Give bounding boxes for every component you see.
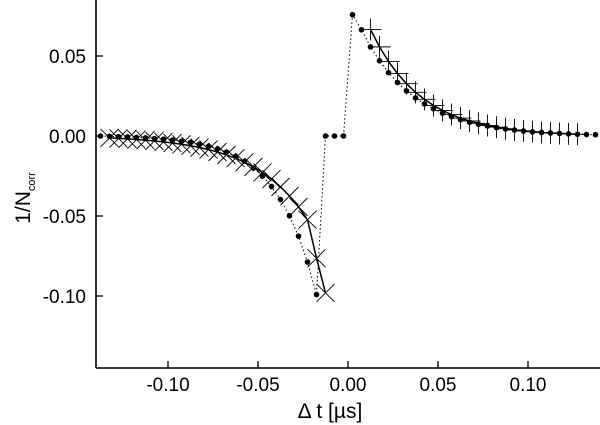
data-point xyxy=(178,138,185,144)
fit-marker-x xyxy=(289,197,308,217)
data-point xyxy=(574,131,581,138)
data-point xyxy=(223,149,230,155)
data-point xyxy=(457,116,464,123)
y-tick-label: -0.05 xyxy=(43,207,86,228)
data-point xyxy=(403,88,410,94)
data-point xyxy=(304,259,311,265)
data-point xyxy=(187,139,194,146)
y-tick-label: -0.10 xyxy=(43,287,86,308)
data-point xyxy=(511,127,518,133)
x-axis-label: Δ t [µs] xyxy=(298,400,363,423)
data-point xyxy=(358,26,365,33)
data-point xyxy=(115,133,122,140)
y-axis-label-subscript: corr xyxy=(26,172,38,191)
data-point xyxy=(151,135,158,142)
data-point xyxy=(259,173,266,179)
data-point xyxy=(520,128,527,134)
y-axis-label-main: 1/N xyxy=(12,191,35,224)
fit-marker-x xyxy=(307,248,326,268)
fit-marker-x xyxy=(253,163,272,182)
data-point xyxy=(169,137,176,143)
fit-line-negative xyxy=(109,137,327,294)
data-point xyxy=(502,126,509,132)
y-axis-label: 1/Ncorr xyxy=(12,172,38,224)
x-tick-label: 0.10 xyxy=(510,375,547,396)
fit-marker-x xyxy=(298,210,317,229)
data-point xyxy=(133,134,140,141)
data-point xyxy=(268,183,275,190)
x-tick-label: 0.00 xyxy=(330,375,367,396)
x-tick-label: -0.10 xyxy=(146,375,189,396)
data-point xyxy=(124,134,131,140)
data-dotted-line xyxy=(100,13,596,295)
data-point xyxy=(277,196,284,203)
data-point xyxy=(214,146,221,152)
fit-marker-x xyxy=(280,186,299,206)
data-point xyxy=(241,158,248,165)
fit-marker-x xyxy=(190,138,209,157)
data-point xyxy=(286,213,293,219)
data-point xyxy=(232,153,239,160)
data-point xyxy=(529,129,536,135)
data-point xyxy=(376,58,383,64)
data-point xyxy=(430,106,437,112)
data-point xyxy=(106,133,113,140)
data-point xyxy=(565,131,572,137)
data-point xyxy=(385,69,392,76)
data-point xyxy=(547,130,554,136)
data-point xyxy=(439,110,446,116)
data-point xyxy=(295,233,302,239)
x-tick-label: -0.05 xyxy=(236,375,279,396)
fit-marker-x xyxy=(316,283,335,303)
data-point xyxy=(448,113,455,120)
data-point xyxy=(592,131,599,138)
axes: -0.10 -0.05 0.00 0.05 0.10 -0.10 -0.05 0.00 0.05 xyxy=(43,0,600,396)
fit-marker-x xyxy=(163,133,182,153)
data-point xyxy=(394,79,401,86)
data-point xyxy=(142,135,149,141)
y-tick-label: 0.05 xyxy=(49,47,86,68)
x-tick-label: 0.05 xyxy=(420,375,457,396)
data-point xyxy=(250,165,257,171)
data-point xyxy=(196,141,203,147)
fit-marker-x xyxy=(262,169,281,189)
data-point xyxy=(160,136,167,142)
data-point xyxy=(466,119,473,126)
data-point xyxy=(538,129,545,136)
data-point xyxy=(367,44,374,50)
fit-marker-x xyxy=(172,135,191,154)
data-point xyxy=(493,124,500,131)
data-point xyxy=(421,101,428,107)
data-point xyxy=(340,133,347,139)
data-point xyxy=(205,143,212,150)
data-point xyxy=(484,123,491,129)
data-point xyxy=(583,131,590,138)
data-point xyxy=(349,11,356,18)
fit-marker-x xyxy=(181,136,200,156)
y-tick-label: 0.00 xyxy=(49,127,86,148)
fit-line-positive xyxy=(369,29,578,135)
data-point xyxy=(556,130,563,137)
chart-marks xyxy=(97,11,599,303)
data-point xyxy=(412,95,419,101)
data-point xyxy=(475,121,482,128)
data-point xyxy=(331,133,338,139)
data-point xyxy=(313,291,320,298)
data-point xyxy=(322,133,329,139)
